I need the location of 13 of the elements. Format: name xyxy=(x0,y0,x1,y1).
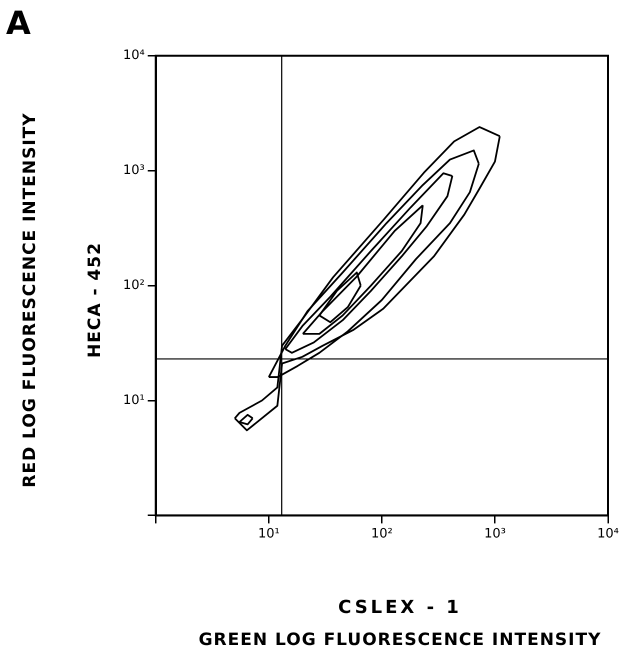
x-tick-label: 10² xyxy=(370,526,393,542)
y-tick-label: 10³ xyxy=(122,163,145,178)
x-tick-label: 10¹ xyxy=(258,526,280,542)
y-tick-label: 10¹ xyxy=(122,392,145,408)
x-tick-label: 10³ xyxy=(484,526,506,542)
text: HECA - 452 xyxy=(85,242,105,358)
text: CSLEX - 1 xyxy=(338,597,462,618)
text: A xyxy=(6,4,31,42)
y-tick-label: 10² xyxy=(122,278,145,293)
x-tick-label: 10⁴ xyxy=(597,526,619,542)
text: GREEN LOG FLUORESCENCE INTENSITY xyxy=(198,630,602,650)
y-tick-label: 10⁴ xyxy=(122,48,145,64)
y-axis-title: RED LOG FLUORESCENCE INTENSITY xyxy=(20,112,40,488)
